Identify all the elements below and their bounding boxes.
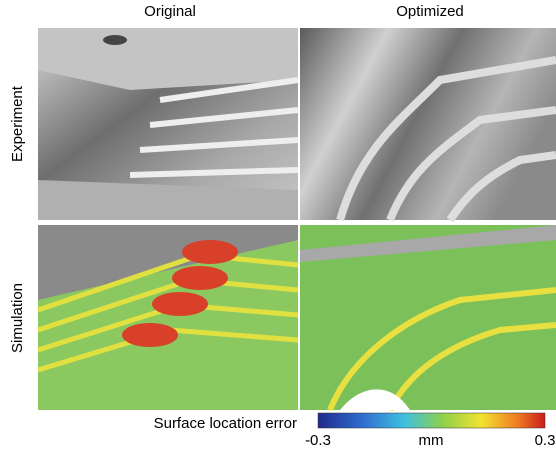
colorbar-label: Surface location error bbox=[154, 415, 297, 432]
row-label: Simulation bbox=[9, 283, 26, 353]
experiment-optimized bbox=[300, 28, 556, 223]
column-title: Optimized bbox=[396, 3, 464, 20]
simulation-original bbox=[37, 225, 299, 410]
colorbar-max: 0.3 bbox=[535, 432, 556, 449]
colorbar-min: -0.3 bbox=[305, 432, 331, 449]
row-label: Experiment bbox=[9, 85, 26, 162]
column-title: Original bbox=[144, 3, 196, 20]
colorbar-unit: mm bbox=[419, 432, 444, 449]
experiment-original bbox=[38, 28, 299, 220]
simulation-optimized bbox=[300, 225, 556, 412]
colorbar bbox=[317, 412, 546, 429]
